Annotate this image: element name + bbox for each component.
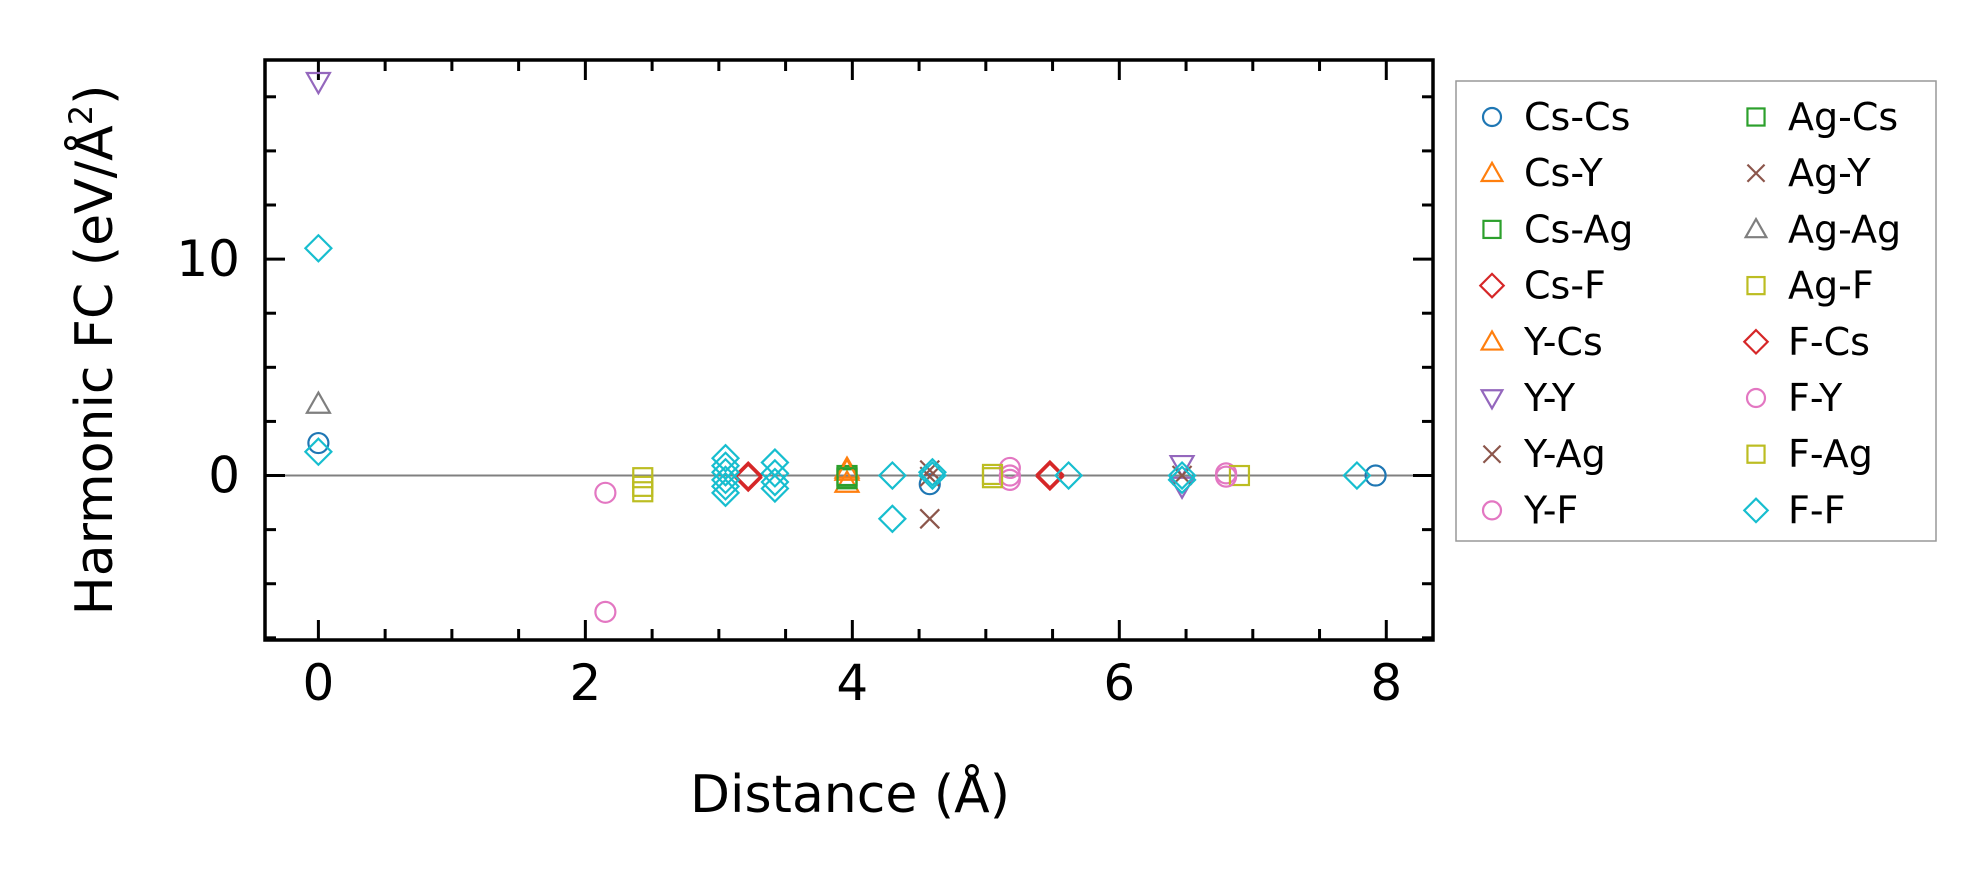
legend-marker-cs-ag [1482, 219, 1502, 240]
data-point-f-cs [733, 463, 763, 493]
legend-label-f-ag: F-Ag [1788, 432, 1873, 476]
legend-label-cs-ag: Cs-Ag [1524, 207, 1633, 251]
legend-marker-f-f [1742, 497, 1770, 524]
x-tick-label: 2 [569, 654, 601, 712]
legend-marker-ag-ag [1743, 216, 1769, 239]
data-point-f-f [710, 443, 741, 473]
data-point-f-ag [632, 475, 654, 497]
data-point-ag-f [1228, 464, 1251, 487]
data-point-f-y [998, 468, 1021, 491]
legend-frame [1455, 80, 1937, 542]
data-point-cs-f [1035, 459, 1065, 489]
data-point-y-y [1168, 454, 1196, 479]
legend-marker-cs-f [1478, 272, 1506, 299]
x-axis-label: Distance (Å) [690, 763, 1010, 825]
y-axis-label-close: ) [65, 85, 125, 105]
legend-label-y-f: Y-F [1523, 488, 1578, 532]
data-point-y-y [304, 71, 332, 96]
data-point-ag-ag [304, 390, 332, 414]
legend-label-ag-cs: Ag-Cs [1788, 95, 1898, 139]
data-point-f-f [877, 504, 907, 534]
data-point-cs-cs [1364, 464, 1387, 487]
legend: Cs-Cs Cs-Y Cs-Ag Cs-F Y-Cs Y-Y Y-Ag Y-F Ag-Cs Ag-… [1455, 80, 1937, 542]
legend-marker-f-cs [1742, 328, 1770, 356]
legend-marker-y-f [1481, 500, 1503, 521]
data-point-f-f [917, 457, 947, 487]
legend-marker-ag-y [1746, 163, 1766, 183]
legend-marker-ag-cs [1746, 107, 1766, 127]
y-tick-label: 0 [208, 447, 240, 505]
legend-label-ag-ag: Ag-Ag [1788, 207, 1901, 251]
legend-label-cs-cs: Cs-Cs [1524, 95, 1630, 139]
data-point-f-f [1342, 460, 1372, 491]
x-tick-label: 4 [836, 654, 868, 712]
legend-label-ag-f: Ag-F [1788, 264, 1874, 308]
data-point-f-f [303, 437, 333, 467]
legend-marker-cs-cs [1481, 106, 1503, 128]
data-point-f-f [760, 467, 790, 497]
data-point-ag-cs [836, 467, 858, 489]
data-point-f-f [1167, 460, 1197, 491]
legend-label-cs-y: Cs-Y [1524, 151, 1604, 195]
legend-label-cs-f: Cs-F [1524, 264, 1606, 308]
data-point-f-f [1054, 460, 1084, 491]
data-point-cs-cs [918, 473, 941, 496]
x-tick-label: 6 [1103, 654, 1135, 712]
data-point-f-f [710, 465, 741, 495]
data-point-y-f [594, 600, 617, 623]
data-point-f-f [710, 471, 741, 501]
plot-area [265, 60, 1433, 640]
plot-frame [263, 58, 1435, 642]
data-point-f-f [710, 478, 741, 508]
legend-marker-y-ag [1482, 444, 1502, 464]
legend-label-f-f: F-F [1788, 488, 1845, 532]
data-point-f-ag [981, 467, 1004, 489]
data-point-cs-y [833, 469, 861, 493]
data-point-cs-f [733, 460, 763, 491]
legend-marker-y-cs [1479, 329, 1505, 351]
legend-label-y-y: Y-Y [1523, 376, 1576, 420]
data-point-y-cs [833, 457, 861, 481]
data-point-f-f [760, 458, 790, 488]
legend-marker-f-ag [1746, 444, 1766, 464]
data-point-f-f [877, 460, 907, 491]
data-point-y-f [594, 481, 617, 504]
legend-label-f-cs: F-Cs [1788, 320, 1870, 364]
data-point-f-y [1214, 465, 1238, 488]
data-point-f-f [917, 460, 947, 491]
data-point-f-f [1167, 465, 1197, 495]
data-point-f-f [760, 473, 790, 504]
x-tick-label: 8 [1370, 654, 1402, 712]
x-tick-label: 0 [302, 654, 334, 712]
legend-marker-cs-y [1479, 160, 1505, 183]
legend-label-ag-y: Ag-Y [1788, 151, 1871, 195]
legend-marker-f-y [1745, 387, 1767, 409]
legend-label-f-y: F-Y [1788, 376, 1843, 420]
data-point-f-f [303, 233, 333, 263]
y-axis-label-superscript: 2 [62, 105, 100, 125]
data-point-y-ag [919, 508, 941, 530]
y-tick-label: 10 [176, 230, 240, 288]
legend-label-y-cs: Y-Cs [1523, 320, 1603, 364]
data-point-cs-cs [307, 431, 330, 455]
y-axis-label-main: Harmonic FC (eV/Å [63, 125, 125, 616]
data-point-f-f [710, 457, 741, 487]
legend-marker-ag-f [1746, 275, 1766, 296]
legend-marker-y-y [1479, 389, 1505, 411]
legend-label-y-ag: Y-Ag [1523, 432, 1606, 476]
y-axis-label: Harmonic FC (eV/Å2) [62, 85, 125, 616]
